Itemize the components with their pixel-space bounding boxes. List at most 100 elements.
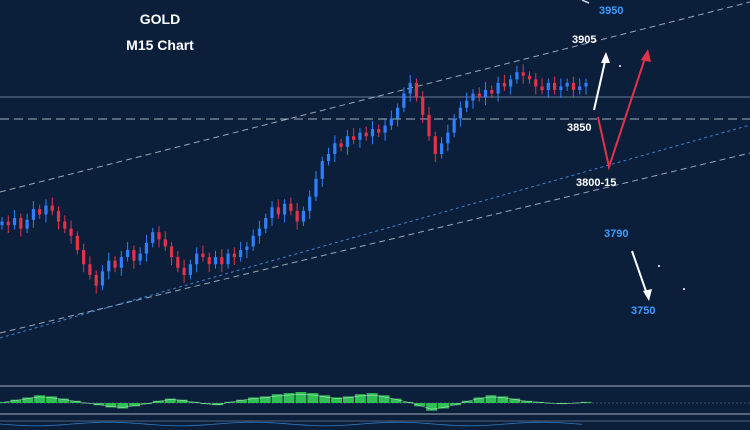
candle-body xyxy=(502,82,506,87)
candle-body xyxy=(157,232,161,240)
oscillator-bar xyxy=(556,403,568,405)
candle-body xyxy=(515,72,519,80)
oscillator-bar xyxy=(10,399,22,403)
candle-body xyxy=(458,107,463,119)
candle-body xyxy=(427,114,431,137)
candle-body xyxy=(50,205,54,211)
oscillator-bar xyxy=(343,396,354,403)
candle-body xyxy=(38,209,42,215)
mid-trend-line xyxy=(0,124,750,339)
oscillator-bar xyxy=(366,393,378,403)
chart-subtitle: M15 Chart xyxy=(126,37,194,53)
oscillator-signal-line xyxy=(3,393,587,410)
candle-body xyxy=(483,90,488,98)
oscillator-bar xyxy=(93,403,105,406)
oscillator-bar xyxy=(271,394,283,403)
candle-body xyxy=(19,218,23,229)
oscillator-bar xyxy=(378,395,390,403)
oscillator-bar xyxy=(402,401,414,403)
candle-body xyxy=(477,93,481,98)
candle-body xyxy=(100,271,105,286)
candle-body xyxy=(176,257,180,268)
candle-body xyxy=(169,246,174,258)
candle-body xyxy=(465,100,469,108)
oscillator-bar xyxy=(117,403,129,409)
candle-body xyxy=(320,161,324,179)
oscillator-panel xyxy=(0,385,750,427)
label-3950: 3950 xyxy=(599,5,623,17)
candle-body xyxy=(0,221,4,226)
candle-body xyxy=(25,219,29,229)
marker-dot xyxy=(658,265,660,267)
oscillator-bar xyxy=(533,401,544,403)
label-3790: 3790 xyxy=(604,228,628,240)
oscillator-bar xyxy=(141,403,152,405)
candle-body xyxy=(295,210,299,222)
candle-body xyxy=(289,203,293,211)
candle-body xyxy=(496,82,500,94)
candle-body xyxy=(82,250,86,265)
candle-body xyxy=(509,79,513,87)
candle-body xyxy=(264,218,268,229)
candle-body xyxy=(144,242,149,254)
candle-body xyxy=(88,264,92,275)
candle-body xyxy=(213,257,218,265)
candle-body xyxy=(75,235,79,250)
oscillator-bar xyxy=(22,397,34,403)
oscillator-bar xyxy=(497,396,509,403)
candle-body xyxy=(571,82,576,90)
label-3750: 3750 xyxy=(631,305,655,317)
oscillator-bar xyxy=(0,401,10,403)
candle-body xyxy=(314,178,318,197)
oscillator-bar xyxy=(319,395,331,403)
oscillator-bar xyxy=(521,400,533,403)
candlestick-series xyxy=(0,64,588,294)
candle-body xyxy=(402,93,406,108)
candle-body xyxy=(94,274,98,286)
candle-body xyxy=(270,207,274,218)
candle-body xyxy=(540,86,544,90)
chart-title: GOLD xyxy=(140,11,180,27)
candle-body xyxy=(578,86,582,90)
oscillator-bar xyxy=(461,400,473,403)
candle-body xyxy=(534,79,538,87)
candle-body xyxy=(107,260,111,272)
oscillator-bar xyxy=(331,397,343,403)
candle-body xyxy=(132,250,136,261)
candle-body xyxy=(452,118,456,133)
label-3800-15: 3800-15 xyxy=(576,177,616,189)
candle-body xyxy=(565,82,569,87)
candle-body xyxy=(433,136,437,154)
oscillator-bar xyxy=(212,403,224,406)
candle-body xyxy=(138,253,142,261)
candle-body xyxy=(584,82,588,87)
candle-body xyxy=(282,203,287,215)
candle-body xyxy=(245,246,249,250)
candle-body xyxy=(113,260,117,268)
top-right-arrow xyxy=(581,0,590,4)
oscillator-bar xyxy=(188,401,200,403)
oscillator-bar xyxy=(129,403,141,407)
candle-body xyxy=(471,93,475,101)
candle-body xyxy=(276,207,280,215)
oscillator-bar xyxy=(580,401,592,403)
oscillator-histogram xyxy=(0,392,592,411)
candle-body xyxy=(333,143,337,154)
oscillator-bar xyxy=(224,401,236,403)
candle-body xyxy=(195,253,199,265)
oscillator-bar xyxy=(247,397,259,403)
candle-body xyxy=(377,129,381,133)
candle-body xyxy=(364,132,368,137)
oscillator-bar xyxy=(200,403,212,405)
candle-body xyxy=(251,235,255,247)
candle-body xyxy=(345,136,349,147)
candle-body xyxy=(308,196,312,211)
candle-body xyxy=(396,107,400,119)
candle-body xyxy=(339,143,343,147)
oscillator-bar xyxy=(164,398,176,403)
candle-body xyxy=(119,257,123,268)
candle-body xyxy=(559,86,563,90)
oscillator-bar xyxy=(307,393,319,403)
oscillator-bar xyxy=(259,396,271,403)
